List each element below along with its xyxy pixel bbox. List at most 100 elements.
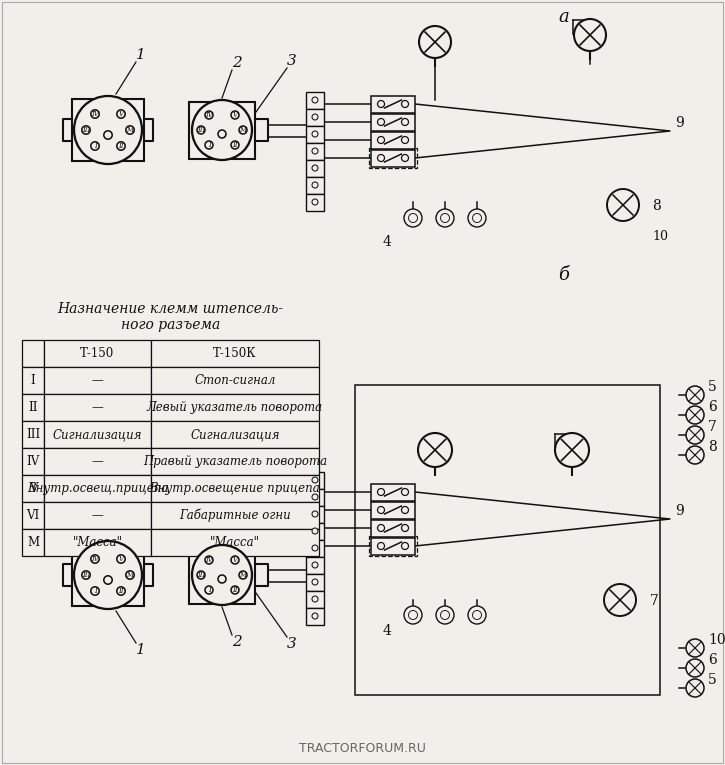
Text: IV: IV <box>91 110 99 118</box>
Circle shape <box>74 541 142 609</box>
Circle shape <box>231 111 239 119</box>
Text: M: M <box>126 126 133 134</box>
Text: Габаритные огни: Габаритные огни <box>179 509 291 522</box>
Bar <box>306 177 324 194</box>
Circle shape <box>419 26 451 58</box>
Text: Т-150К: Т-150К <box>213 347 257 360</box>
Circle shape <box>218 130 226 138</box>
Circle shape <box>686 406 704 424</box>
Bar <box>306 522 324 539</box>
Bar <box>151 394 319 421</box>
Bar <box>151 529 319 556</box>
Text: Внутр.освещ.прицепа: Внутр.освещ.прицепа <box>27 482 168 495</box>
Circle shape <box>205 141 213 149</box>
Text: V: V <box>233 556 238 564</box>
Circle shape <box>126 125 134 134</box>
Text: II: II <box>118 142 124 150</box>
Circle shape <box>82 125 90 134</box>
Text: 10: 10 <box>708 633 725 647</box>
Bar <box>371 519 415 536</box>
Circle shape <box>218 575 226 583</box>
Text: IV: IV <box>26 455 40 468</box>
Text: IV: IV <box>91 555 99 563</box>
Bar <box>306 607 324 624</box>
Bar <box>306 539 324 556</box>
Bar <box>151 340 319 367</box>
Text: 6: 6 <box>708 653 717 667</box>
Circle shape <box>473 213 481 223</box>
Circle shape <box>402 136 408 144</box>
Text: Сигнализация: Сигнализация <box>190 428 280 441</box>
Circle shape <box>436 606 454 624</box>
Bar <box>44 475 151 502</box>
Bar <box>306 159 324 177</box>
Circle shape <box>82 571 90 579</box>
Circle shape <box>312 613 318 619</box>
Circle shape <box>607 189 639 221</box>
Circle shape <box>378 542 384 549</box>
Circle shape <box>312 545 318 551</box>
Circle shape <box>117 142 125 150</box>
Bar <box>189 102 255 158</box>
Bar <box>371 502 415 519</box>
Circle shape <box>104 576 112 584</box>
Circle shape <box>91 555 99 563</box>
Circle shape <box>312 562 318 568</box>
Text: V: V <box>118 110 123 118</box>
Circle shape <box>378 155 384 161</box>
Text: Стоп-сигнал: Стоп-сигнал <box>194 374 276 387</box>
Text: "Масса": "Масса" <box>72 536 123 549</box>
Bar <box>44 394 151 421</box>
Bar <box>22 529 44 556</box>
Text: III: III <box>197 571 205 579</box>
Bar <box>371 96 415 112</box>
Circle shape <box>402 155 408 161</box>
Text: III: III <box>82 126 90 134</box>
Bar <box>371 149 415 167</box>
Text: 6: 6 <box>708 400 717 414</box>
Bar <box>151 502 319 529</box>
Text: б: б <box>558 266 569 284</box>
Circle shape <box>197 126 205 134</box>
Text: Внутр.освещение прицепа: Внутр.освещение прицепа <box>149 482 320 495</box>
Text: I: I <box>207 586 210 594</box>
Text: V: V <box>118 555 123 563</box>
Bar <box>306 92 324 109</box>
Bar <box>306 109 324 125</box>
Circle shape <box>686 386 704 404</box>
Circle shape <box>441 610 450 620</box>
Text: TRACTORFORUM.RU: TRACTORFORUM.RU <box>299 742 426 755</box>
Bar <box>306 506 324 522</box>
Bar <box>369 148 417 168</box>
Circle shape <box>312 579 318 585</box>
Circle shape <box>555 433 589 467</box>
Text: 9: 9 <box>675 504 684 518</box>
Text: II: II <box>28 401 38 414</box>
Bar <box>72 99 144 161</box>
Circle shape <box>231 141 239 149</box>
Text: M: M <box>27 536 39 549</box>
Text: 7: 7 <box>650 594 659 608</box>
Text: I: I <box>94 142 96 150</box>
Circle shape <box>239 126 247 134</box>
Circle shape <box>117 555 125 563</box>
Text: —: — <box>91 374 104 387</box>
Circle shape <box>473 610 481 620</box>
Circle shape <box>312 182 318 188</box>
Text: III: III <box>26 428 40 441</box>
Bar <box>44 340 151 367</box>
Bar <box>22 367 44 394</box>
Circle shape <box>686 679 704 697</box>
Bar <box>72 544 144 606</box>
Text: I: I <box>30 374 36 387</box>
Text: 4: 4 <box>383 235 392 249</box>
Circle shape <box>205 586 213 594</box>
Circle shape <box>205 556 213 564</box>
Circle shape <box>686 426 704 444</box>
Circle shape <box>402 119 408 125</box>
Text: Т-150: Т-150 <box>80 347 115 360</box>
Bar <box>22 448 44 475</box>
Circle shape <box>231 586 239 594</box>
Circle shape <box>192 100 252 160</box>
Text: Сигнализация: Сигнализация <box>53 428 142 441</box>
